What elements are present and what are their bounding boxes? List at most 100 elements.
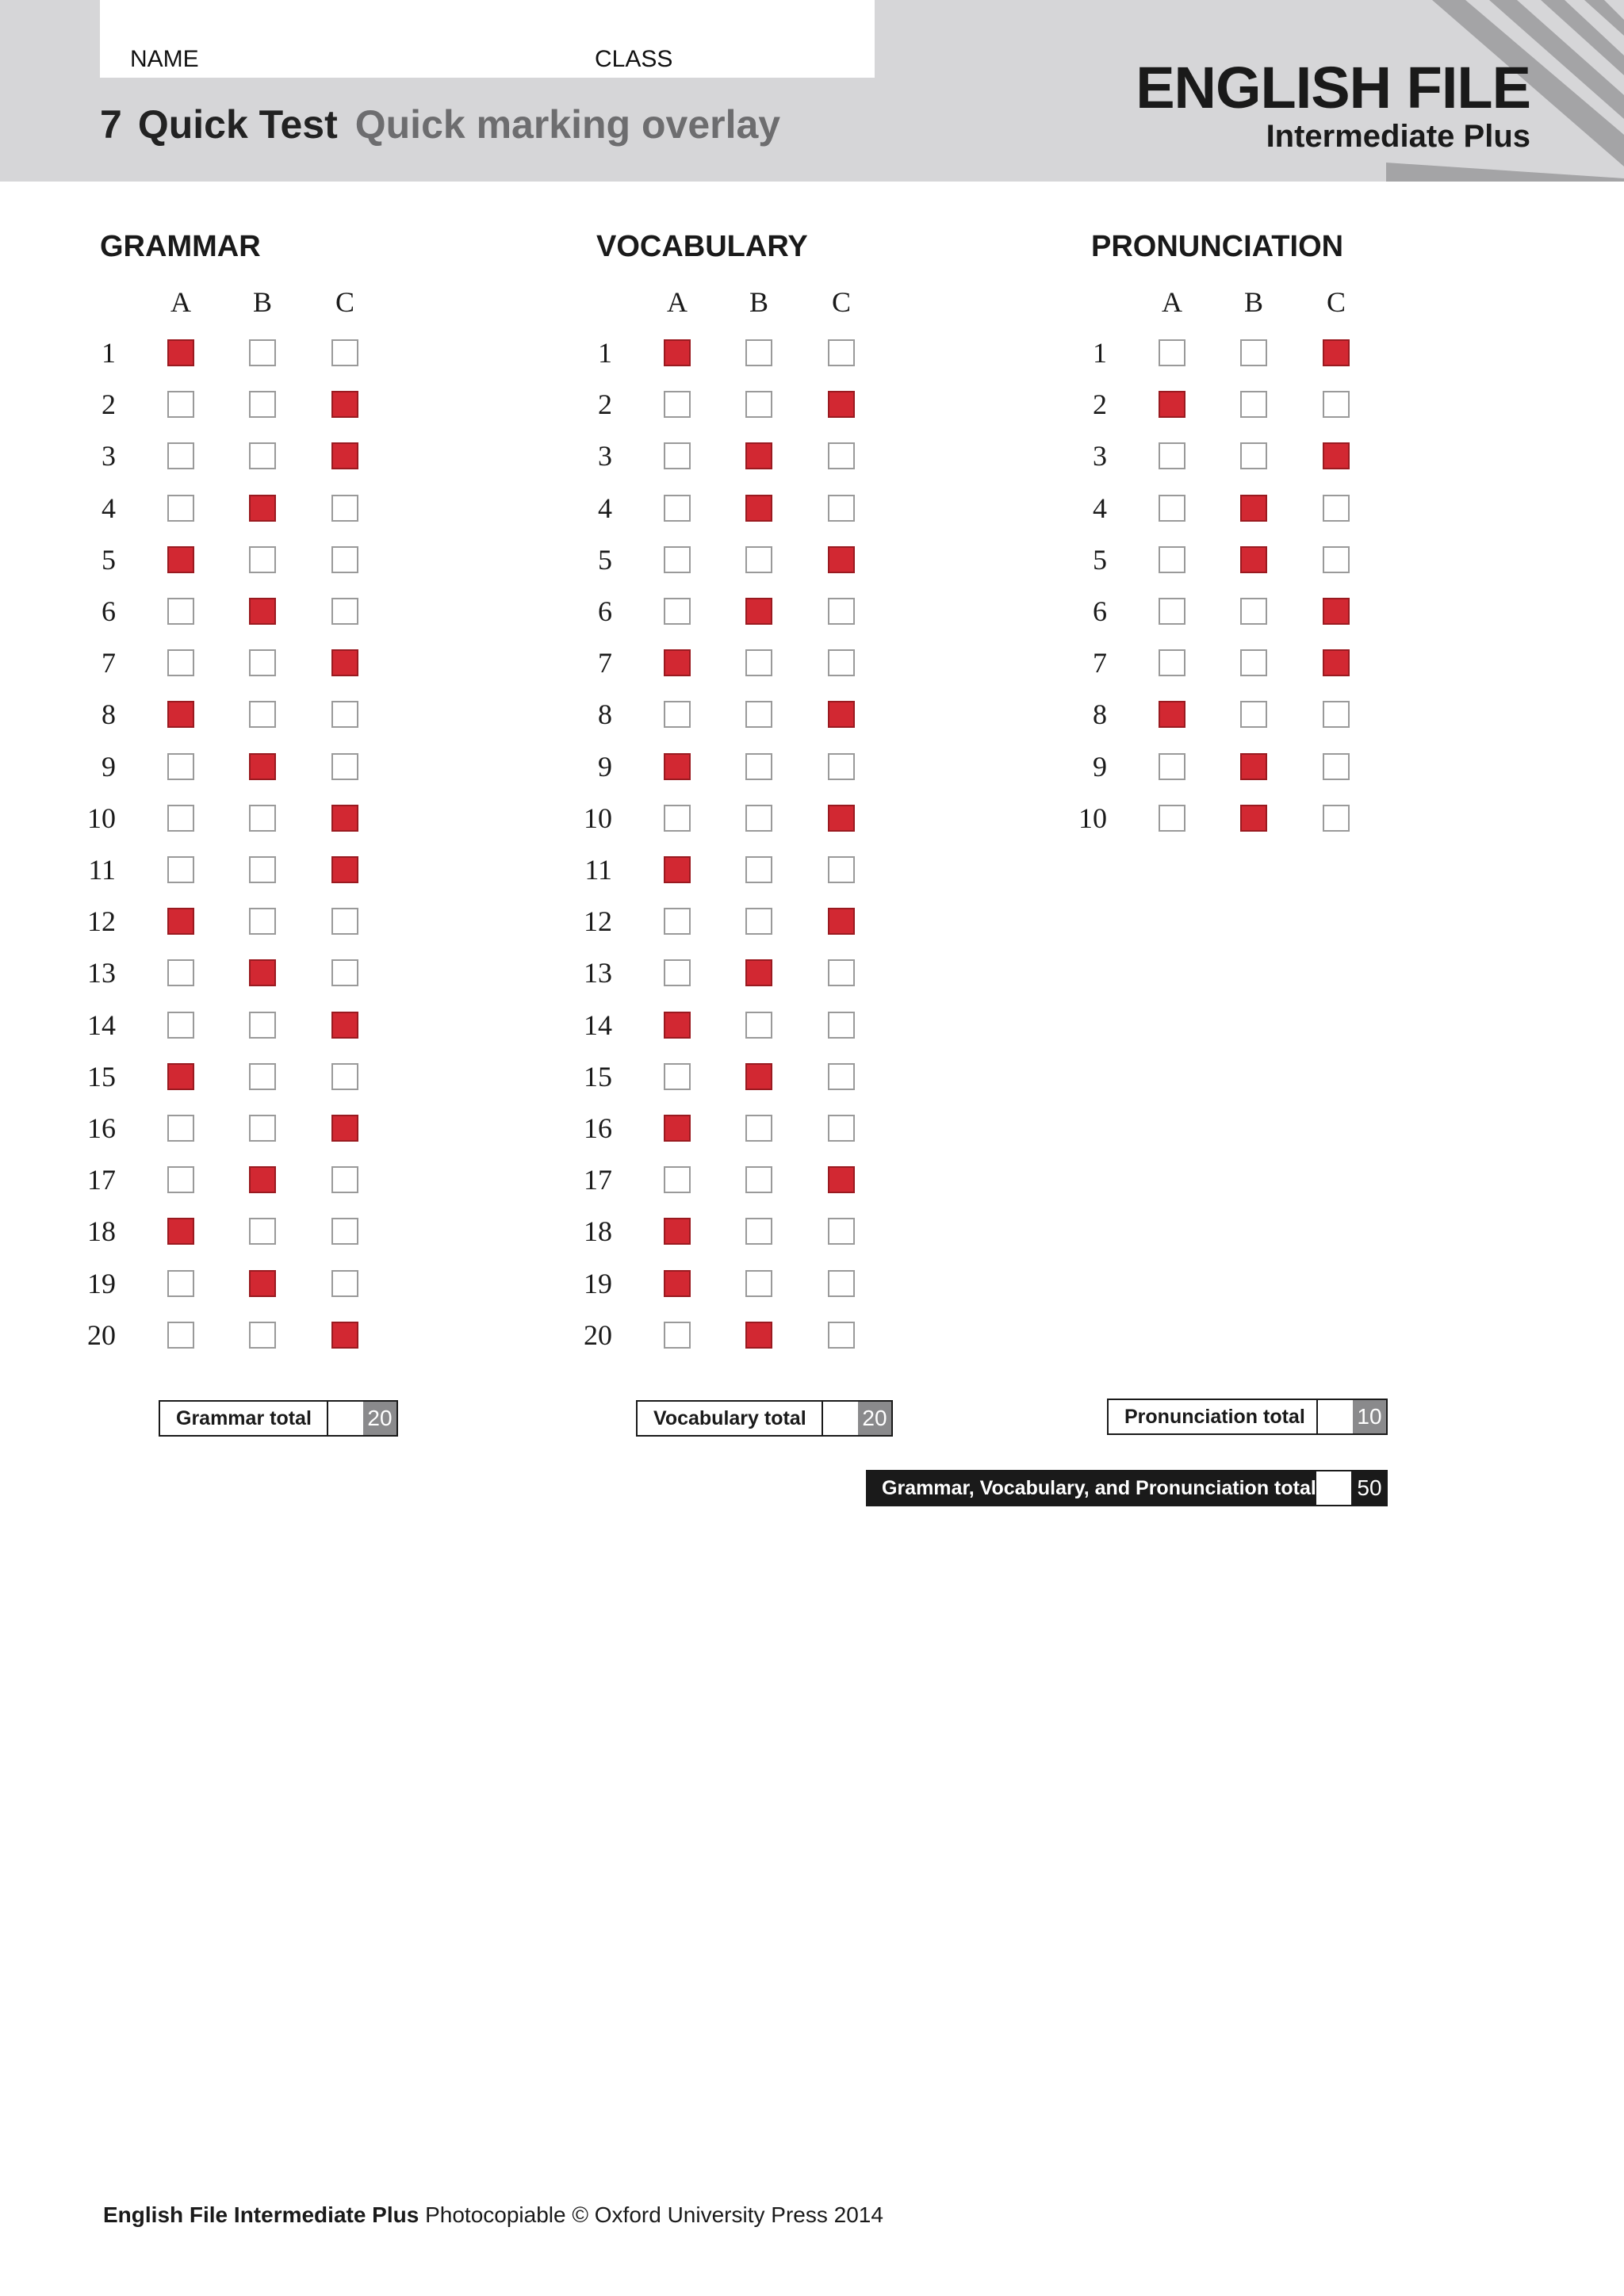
answer-box-4-c[interactable] [1323,494,1350,522]
answer-box-10-c[interactable] [828,804,855,832]
answer-box-13-a[interactable] [167,959,194,987]
answer-box-16-a[interactable] [664,1115,691,1142]
answer-box-1-a[interactable] [1159,339,1185,366]
answer-box-6-c[interactable] [1323,598,1350,625]
answer-box-6-c[interactable] [331,598,358,625]
answer-box-12-b[interactable] [249,908,276,936]
answer-box-19-c[interactable] [331,1269,358,1297]
answer-box-6-a[interactable] [664,598,691,625]
answer-box-15-a[interactable] [664,1062,691,1090]
answer-box-6-a[interactable] [1159,598,1185,625]
answer-box-10-a[interactable] [664,804,691,832]
answer-box-7-c[interactable] [1323,649,1350,677]
answer-box-10-b[interactable] [1240,804,1267,832]
answer-box-12-a[interactable] [664,908,691,936]
answer-box-3-c[interactable] [331,442,358,470]
answer-box-13-a[interactable] [664,959,691,987]
answer-box-11-b[interactable] [745,856,772,883]
answer-box-17-a[interactable] [167,1166,194,1194]
answer-box-18-b[interactable] [249,1218,276,1246]
answer-box-4-c[interactable] [828,494,855,522]
answer-box-15-b[interactable] [745,1062,772,1090]
answer-box-4-b[interactable] [249,494,276,522]
answer-box-17-a[interactable] [664,1166,691,1194]
answer-box-9-a[interactable] [664,752,691,780]
total-score-field[interactable] [1316,1400,1353,1433]
answer-box-9-b[interactable] [249,752,276,780]
answer-box-16-c[interactable] [828,1115,855,1142]
answer-box-2-b[interactable] [745,391,772,419]
answer-box-5-c[interactable] [1323,545,1350,573]
answer-box-10-c[interactable] [1323,804,1350,832]
answer-box-7-b[interactable] [745,649,772,677]
answer-box-13-c[interactable] [828,959,855,987]
answer-box-18-c[interactable] [828,1218,855,1246]
answer-box-11-c[interactable] [828,856,855,883]
answer-box-20-c[interactable] [828,1321,855,1349]
answer-box-12-c[interactable] [331,908,358,936]
answer-box-10-b[interactable] [249,804,276,832]
answer-box-6-b[interactable] [745,598,772,625]
answer-box-7-a[interactable] [1159,649,1185,677]
answer-box-13-b[interactable] [745,959,772,987]
answer-box-3-c[interactable] [1323,442,1350,470]
answer-box-9-b[interactable] [745,752,772,780]
answer-box-14-a[interactable] [167,1011,194,1039]
answer-box-4-a[interactable] [664,494,691,522]
answer-box-9-c[interactable] [1323,752,1350,780]
answer-box-4-a[interactable] [1159,494,1185,522]
answer-box-5-c[interactable] [331,545,358,573]
answer-box-2-c[interactable] [828,391,855,419]
answer-box-1-b[interactable] [249,339,276,366]
answer-box-19-c[interactable] [828,1269,855,1297]
answer-box-7-b[interactable] [1240,649,1267,677]
answer-box-10-c[interactable] [331,804,358,832]
total-score-field[interactable] [327,1402,363,1435]
answer-box-9-c[interactable] [331,752,358,780]
answer-box-8-b[interactable] [745,701,772,729]
answer-box-19-b[interactable] [745,1269,772,1297]
answer-box-8-a[interactable] [167,701,194,729]
grand-total-score-field[interactable] [1316,1470,1351,1506]
answer-box-7-b[interactable] [249,649,276,677]
answer-box-2-b[interactable] [249,391,276,419]
answer-box-17-b[interactable] [745,1166,772,1194]
answer-box-10-a[interactable] [1159,804,1185,832]
answer-box-14-a[interactable] [664,1011,691,1039]
answer-box-1-c[interactable] [828,339,855,366]
answer-box-11-a[interactable] [167,856,194,883]
answer-box-4-b[interactable] [1240,494,1267,522]
answer-box-8-c[interactable] [331,701,358,729]
answer-box-16-b[interactable] [745,1115,772,1142]
answer-box-3-a[interactable] [1159,442,1185,470]
answer-box-6-a[interactable] [167,598,194,625]
answer-box-20-a[interactable] [664,1321,691,1349]
answer-box-5-b[interactable] [1240,545,1267,573]
answer-box-19-a[interactable] [664,1269,691,1297]
answer-box-6-b[interactable] [1240,598,1267,625]
answer-box-11-c[interactable] [331,856,358,883]
answer-box-7-a[interactable] [167,649,194,677]
answer-box-9-b[interactable] [1240,752,1267,780]
answer-box-7-c[interactable] [828,649,855,677]
answer-box-4-c[interactable] [331,494,358,522]
answer-box-12-b[interactable] [745,908,772,936]
answer-box-18-c[interactable] [331,1218,358,1246]
answer-box-8-a[interactable] [1159,701,1185,729]
answer-box-16-b[interactable] [249,1115,276,1142]
answer-box-20-b[interactable] [249,1321,276,1349]
answer-box-3-a[interactable] [167,442,194,470]
answer-box-14-b[interactable] [249,1011,276,1039]
answer-box-5-b[interactable] [249,545,276,573]
total-score-field[interactable] [822,1402,858,1435]
answer-box-9-c[interactable] [828,752,855,780]
answer-box-16-c[interactable] [331,1115,358,1142]
answer-box-3-b[interactable] [1240,442,1267,470]
answer-box-1-b[interactable] [745,339,772,366]
answer-box-1-c[interactable] [1323,339,1350,366]
answer-box-2-a[interactable] [1159,391,1185,419]
answer-box-10-a[interactable] [167,804,194,832]
answer-box-7-c[interactable] [331,649,358,677]
answer-box-12-a[interactable] [167,908,194,936]
answer-box-18-a[interactable] [664,1218,691,1246]
